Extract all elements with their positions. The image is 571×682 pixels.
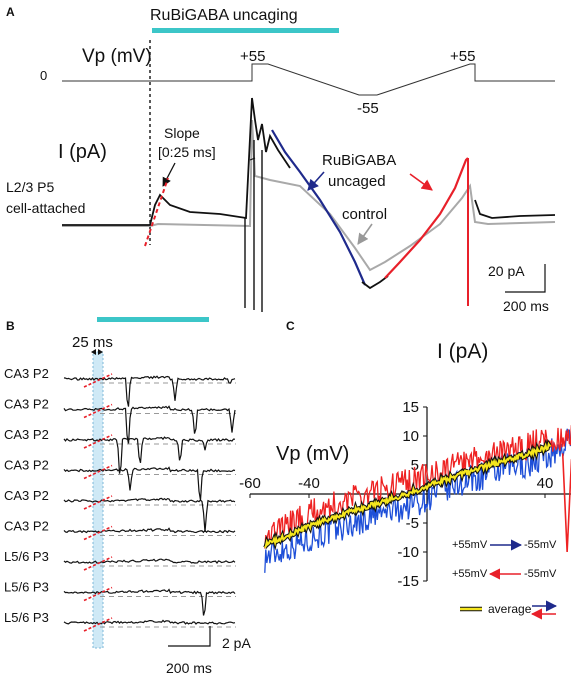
iv-axes: -60-40406015105-5-10-15 — [239, 399, 571, 590]
uncaged-label-line1: RuBiGABA — [322, 152, 396, 169]
control-label: control — [342, 206, 387, 223]
iv-series-blue — [264, 428, 571, 573]
trace-label-7: L5/6 P3 — [4, 580, 49, 595]
trace-3 — [63, 466, 236, 501]
slope-window-label: [0:25 ms] — [158, 144, 216, 160]
legend-blue-left: +55mV — [452, 539, 488, 551]
trace-4 — [63, 497, 236, 532]
trace-2 — [63, 436, 236, 474]
voltage-protocol — [62, 63, 555, 96]
slope-fit-5 — [83, 525, 113, 541]
minus55-label: -55 — [357, 100, 379, 117]
window-arrows — [91, 349, 103, 355]
trace-label-6: L5/6 P3 — [4, 549, 49, 564]
slope-fit-0 — [83, 373, 113, 388]
uncaged-trace-late — [474, 199, 556, 219]
iv-x-tick: -40 — [298, 475, 320, 492]
iv-legend: +55mV -55mV +55mV -55mV average — [452, 539, 558, 620]
plus55-left: +55 — [240, 48, 265, 65]
control-trace — [62, 119, 556, 272]
vp-label: Vp (mV) — [82, 46, 152, 67]
panel-b-label: B — [6, 319, 15, 333]
panel-a-label: A — [6, 5, 15, 19]
iv-y-tick: -10 — [397, 544, 419, 561]
uncaged-descending — [271, 129, 367, 286]
slope-fit-7 — [83, 586, 113, 602]
transient-tick — [249, 157, 256, 161]
trace-5 — [63, 527, 236, 534]
scale-bar-b — [168, 626, 211, 647]
slope-arrow — [162, 162, 176, 187]
uncaged-trace-early — [62, 97, 291, 226]
legend-average-label: average — [488, 602, 532, 616]
iv-x-label: Vp (mV) — [276, 443, 349, 465]
legend-red-right: -55mV — [524, 568, 557, 580]
trace-label-3: CA3 P2 — [4, 458, 49, 473]
scale-time-b: 200 ms — [166, 660, 212, 676]
slope-fit-6 — [83, 556, 113, 571]
trace-label-0: CA3 P2 — [4, 366, 49, 381]
trace-label-4: CA3 P2 — [4, 488, 49, 503]
uncaging-bar — [152, 28, 339, 33]
iv-series-average — [264, 441, 551, 549]
trace-8 — [63, 619, 236, 625]
window-label: 25 ms — [72, 334, 113, 351]
panel-c: C -60-40406015105-5-10-15 I (pA) Vp (mV)… — [239, 319, 571, 620]
scale-current-b: 2 pA — [222, 635, 251, 651]
iv-y-tick: -15 — [397, 573, 419, 590]
iv-y-tick: -5 — [406, 515, 419, 532]
uncaged-label-line2: uncaged — [328, 173, 386, 190]
recording-mode-label: cell-attached — [6, 200, 85, 216]
uncaging-bar-b — [97, 317, 209, 322]
zero-label: 0 — [40, 68, 47, 83]
legend-blue-right: -55mV — [524, 539, 557, 551]
iv-series — [263, 425, 571, 573]
slope-fit — [144, 177, 169, 247]
iv-y-tick: 5 — [411, 457, 419, 474]
scale-time-a: 200 ms — [503, 298, 549, 314]
uncaged-trough — [361, 275, 389, 290]
panel-a: A RuBiGABA uncaging Vp (mV) 0 +55 +55 -5… — [6, 5, 556, 314]
legend-red-left: +55mV — [452, 568, 488, 580]
trace-rows: CA3 P2 CA3 P2 CA3 P2 CA3 P2 CA3 P2 CA3 P2 L5/6… — [4, 366, 236, 632]
iv-y-tick: 15 — [402, 399, 419, 416]
uncaging-label: RuBiGABA uncaging — [150, 7, 298, 24]
slope-fit-3 — [83, 464, 113, 480]
slope-fit-2 — [83, 434, 113, 449]
iv-x-tick: -60 — [239, 475, 261, 492]
current-label: I (pA) — [58, 141, 107, 163]
iv-red-spike — [561, 453, 571, 553]
trace-label-1: CA3 P2 — [4, 397, 49, 412]
slope-fit-8 — [83, 617, 113, 632]
slope-fit-1 — [83, 403, 113, 419]
cell-label: L2/3 P5 — [6, 179, 54, 195]
panel-c-label: C — [286, 319, 295, 333]
trace-6 — [63, 558, 236, 564]
trace-label-2: CA3 P2 — [4, 427, 49, 442]
trace-label-5: CA3 P2 — [4, 519, 49, 534]
trace-0 — [63, 375, 236, 407]
iv-x-tick: 40 — [537, 475, 554, 492]
trace-1 — [63, 405, 236, 445]
trace-label-8: L5/6 P3 — [4, 610, 49, 625]
plus55-right: +55 — [450, 48, 475, 65]
iv-y-label: I (pA) — [437, 340, 488, 363]
scale-current-a: 20 pA — [488, 263, 525, 279]
slope-fit-4 — [83, 495, 113, 510]
iv-y-tick: 10 — [402, 428, 419, 445]
control-arrow — [357, 223, 373, 245]
uncaged-ascending — [384, 157, 469, 279]
trace-7 — [63, 588, 236, 616]
scale-bar-a — [505, 264, 546, 293]
uncaged-arrow-red — [409, 173, 433, 191]
slope-label: Slope — [164, 125, 200, 141]
uncaged-arrow-blue — [307, 171, 325, 191]
